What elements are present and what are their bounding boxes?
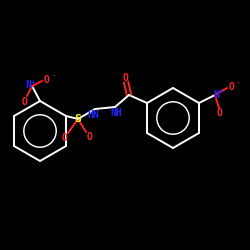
- Text: +: +: [31, 79, 35, 85]
- Text: HN: HN: [87, 110, 99, 120]
- Text: O: O: [217, 108, 223, 118]
- Text: S: S: [75, 114, 82, 124]
- Text: N: N: [213, 90, 219, 100]
- Text: O: O: [229, 82, 235, 92]
- Text: O: O: [44, 75, 50, 85]
- Text: N: N: [25, 80, 31, 90]
- Text: +: +: [219, 88, 223, 94]
- Text: O: O: [87, 132, 93, 142]
- Text: O: O: [123, 73, 129, 83]
- Text: NH: NH: [110, 108, 122, 118]
- Text: ⁻: ⁻: [236, 81, 240, 87]
- Text: O: O: [62, 133, 68, 143]
- Text: ⁻: ⁻: [51, 74, 55, 80]
- Text: O: O: [22, 97, 28, 107]
